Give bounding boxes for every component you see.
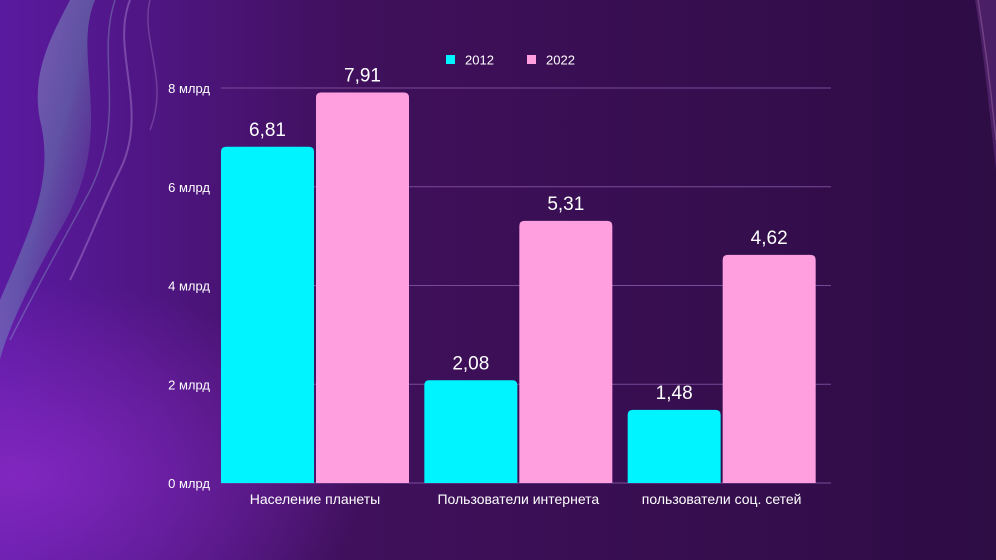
decorative-ribbon-left [0,0,158,360]
y-axis-tick-labels: 0 млрд 2 млрд 4 млрд 6 млрд 8 млрд [168,81,210,491]
y-tick-label: 0 млрд [168,476,210,491]
y-tick-label: 4 млрд [168,279,210,294]
legend-swatch-2022 [527,55,536,64]
category-label-0: Население планеты [250,491,380,507]
bars [221,92,816,483]
y-tick-label: 8 млрд [168,81,210,96]
legend-label-2012: 2012 [465,53,494,68]
bar-2022-1 [519,220,613,483]
y-tick-label: 2 млрд [168,377,210,392]
legend: 2012 2022 [446,53,575,68]
bar-2012-0 [221,146,314,483]
decorative-ribbon-right [975,0,996,170]
data-label-2022-0: 7,91 [344,65,381,86]
category-label-1: Пользователи интернета [437,491,599,507]
legend-label-2022: 2022 [546,53,575,68]
data-label-2012-1: 2,08 [452,353,489,374]
data-label-2022-1: 5,31 [547,194,584,215]
data-label-2022-2: 4,62 [751,228,788,249]
data-label-2012-0: 6,81 [249,120,286,141]
legend-swatch-2012 [446,55,455,64]
bar-2012-1 [424,380,518,483]
category-label-2: пользователи соц. сетей [642,491,802,507]
data-labels: 6,81 7,91 2,08 5,31 1,48 4,62 [249,65,788,403]
bar-2022-0 [316,92,409,483]
bar-2012-2 [627,409,721,483]
data-label-2012-2: 1,48 [656,383,693,404]
x-axis-category-labels: Население планеты Пользователи интернета п… [250,491,802,507]
y-tick-label: 6 млрд [168,180,210,195]
bar-2022-2 [722,254,816,483]
